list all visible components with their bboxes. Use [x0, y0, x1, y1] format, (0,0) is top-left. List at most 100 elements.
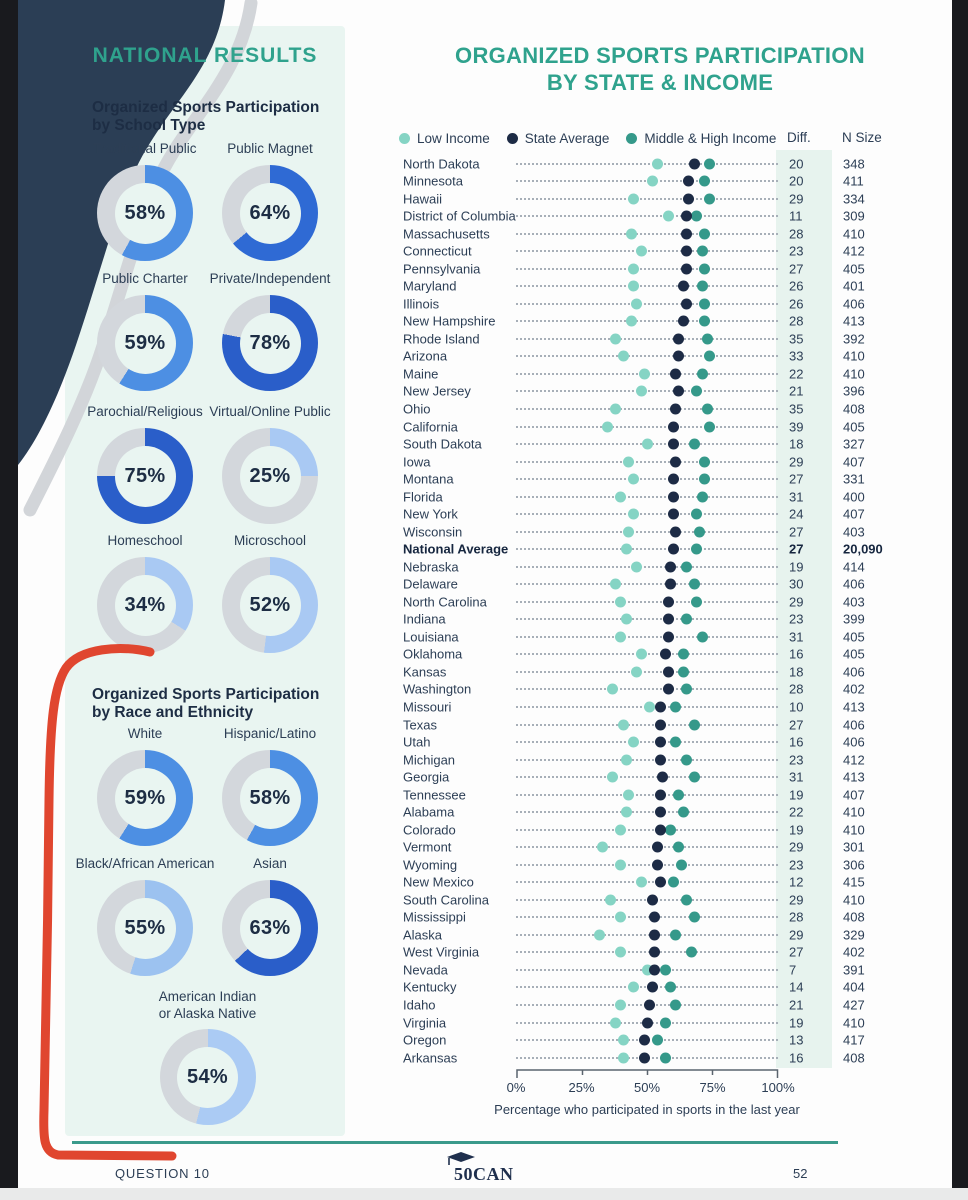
middle-high-income-dot: [701, 333, 713, 345]
n-size-value: 405: [843, 629, 865, 645]
n-size-value: 403: [843, 524, 865, 540]
n-size-value: 410: [843, 804, 865, 820]
diff-value: 28: [789, 313, 804, 329]
state-average-dot: [657, 771, 669, 783]
leader-line: [516, 285, 778, 288]
state-label: New Mexico: [403, 874, 474, 890]
low-income-dot: [628, 736, 640, 748]
dot-plot-row-michigan: Michigan 23 412: [18, 751, 952, 769]
donut-asian: Asian 63%: [200, 855, 340, 976]
dot-plot-row-illinois: Illinois 26 406: [18, 295, 952, 313]
diff-value: 39: [789, 419, 804, 434]
leader-line: [516, 828, 778, 831]
state-average-dot: [654, 806, 666, 818]
low-income-dot: [636, 385, 648, 397]
diff-value: 12: [789, 874, 804, 890]
question-label: QUESTION 10: [115, 1166, 210, 1181]
axis-tick-25: 25%: [568, 1080, 595, 1095]
donut-label: Traditional Public: [93, 141, 197, 156]
state-average-dot: [662, 666, 674, 678]
leader-line: [516, 197, 778, 200]
n-size-value: 413: [843, 769, 865, 785]
n-size-value: 301: [843, 839, 865, 855]
state-average-dot: [654, 754, 666, 766]
state-average-dot: [654, 701, 666, 713]
state-label: Michigan: [403, 752, 456, 768]
middle-high-income-dot: [691, 543, 703, 555]
state-label: Delaware: [403, 576, 458, 592]
state-label: Tennessee: [403, 787, 466, 803]
leader-line: [516, 688, 778, 691]
middle-high-income-dot: [699, 456, 711, 468]
n-size-value: 412: [843, 243, 865, 259]
diff-value: 31: [789, 489, 804, 505]
state-label: Texas: [403, 717, 437, 732]
diff-value: 22: [789, 366, 804, 382]
dot-plot-row-alaska: Alaska 29 329: [18, 926, 952, 944]
middle-high-income-dot: [672, 789, 684, 801]
leader-line: [516, 741, 778, 744]
donut-hole: 64%: [239, 182, 301, 244]
low-income-dot: [631, 298, 642, 310]
leader-line: [516, 495, 778, 498]
leader-line: [516, 846, 778, 849]
diff-value: 29: [789, 594, 804, 610]
diff-value: 29: [789, 839, 804, 855]
n-size-value: 410: [843, 348, 865, 364]
diff-value: 27: [789, 471, 804, 487]
dot-plot-row-vermont: Vermont 29 301: [18, 838, 952, 856]
low-income-dot: [623, 789, 635, 801]
leader-line: [516, 793, 778, 796]
n-size-value: 402: [843, 681, 865, 697]
state-label: Colorado: [403, 822, 456, 838]
state-label: Oklahoma: [403, 646, 463, 662]
n-size-value: 405: [843, 261, 865, 277]
donut-hole: 63%: [239, 897, 301, 959]
diff-value: 19: [789, 1015, 804, 1031]
legend-item-state-average: State Average: [506, 131, 609, 146]
low-income-dot: [610, 578, 622, 590]
middle-high-income-dot: [688, 719, 700, 730]
diff-value: 31: [789, 769, 804, 785]
low-income-dot: [617, 1052, 629, 1064]
dot-plot-row-south-dakota: South Dakota 18 327: [18, 435, 952, 453]
leader-line: [516, 618, 778, 621]
donut-hole: 52%: [239, 574, 301, 636]
low-income-dot: [623, 456, 635, 468]
donut-value: 54%: [187, 1065, 228, 1088]
donut-public-charter: Public Charter 59%: [75, 270, 215, 391]
state-average-dot: [678, 280, 690, 292]
middle-high-income-dot: [665, 824, 677, 836]
leader-line: [516, 916, 778, 919]
n-size-value: 407: [843, 787, 865, 803]
low-income-dot: [604, 894, 616, 906]
middle-high-income-dot: [691, 385, 703, 397]
diff-column-highlight: [776, 150, 832, 1068]
leader-line: [516, 670, 778, 673]
low-income-dot: [610, 403, 622, 415]
donut-label: Public Magnet: [227, 141, 313, 156]
low-income-dot: [597, 841, 608, 853]
low-income-dot: [646, 175, 658, 187]
n-size-value: 415: [843, 874, 865, 890]
state-label: New Hampshire: [403, 313, 496, 329]
donut-value: 78%: [249, 331, 291, 354]
donut-ring: 25%: [222, 428, 318, 524]
diff-value: 26: [789, 296, 804, 312]
leader-line: [516, 863, 778, 866]
n-size-value: 410: [843, 1015, 865, 1031]
state-average-dot: [662, 631, 674, 643]
middle-high-income-dot: [699, 228, 711, 240]
n-size-value: 401: [843, 278, 865, 294]
leader-line: [516, 337, 778, 340]
state-label: Maryland: [403, 278, 457, 294]
donut-label: Hispanic/Latino: [223, 726, 317, 741]
low-income-dot: [615, 596, 627, 608]
diff-value: 29: [789, 892, 804, 908]
state-label: National Average: [403, 541, 509, 557]
diff-value: 21: [789, 383, 804, 399]
dot-plot-row-utah: Utah 16 406: [18, 733, 952, 751]
leader-line: [516, 933, 778, 936]
low-income-dot: [628, 193, 640, 205]
middle-high-income-dot: [691, 210, 703, 222]
